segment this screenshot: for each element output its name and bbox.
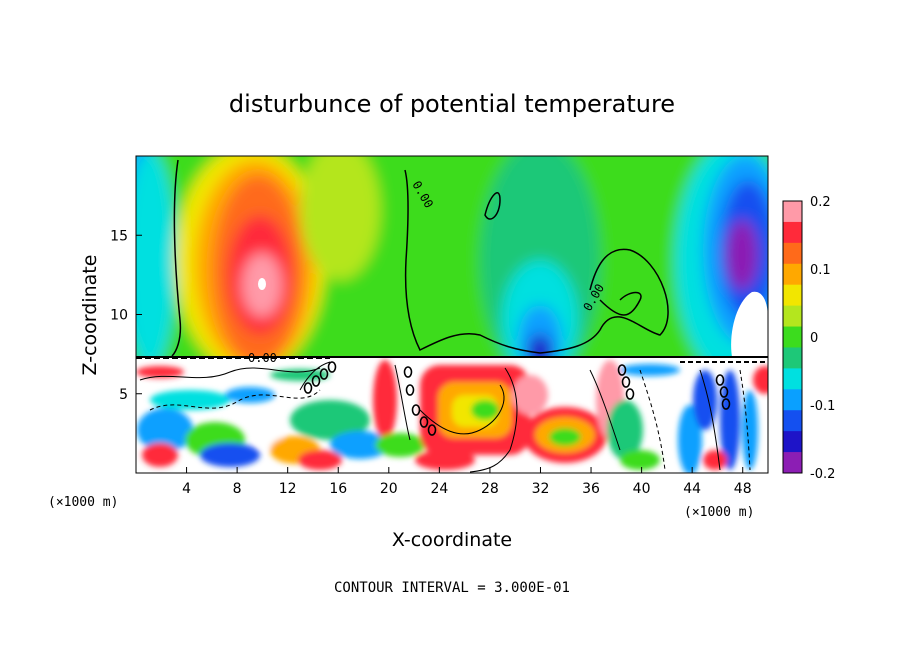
colorbar-tick-label: 0.2 xyxy=(810,195,831,210)
x-unit-right: (×1000 m) xyxy=(684,505,754,520)
colorbar-tick-label: 0.1 xyxy=(810,263,831,278)
x-tick-label: 36 xyxy=(582,481,600,497)
x-axis-ticks: 4 8 12 16 20 24 28 32 36 40 44 48 xyxy=(182,467,752,497)
x-tick-label: 20 xyxy=(380,481,398,497)
colorbar-swatch xyxy=(783,368,802,390)
x-tick-label: 48 xyxy=(734,481,752,497)
colorbar-swatch xyxy=(783,305,802,328)
colorbar-swatch xyxy=(783,201,802,223)
colorbar-ticks: 0.2 0.1 0 -0.1 -0.2 xyxy=(810,195,835,482)
y-tick-label: 15 xyxy=(110,228,128,244)
colorbar-swatch xyxy=(783,326,802,348)
colorbar-swatch xyxy=(783,263,802,286)
colorbar-swatch xyxy=(783,242,802,265)
x-unit-left: (×1000 m) xyxy=(48,495,118,510)
x-tick-label: 28 xyxy=(481,481,499,497)
chart-title: disturbunce of potential temperature xyxy=(229,90,675,118)
colorbar-tick-label: 0 xyxy=(810,331,818,346)
colorbar-swatch xyxy=(783,431,802,453)
x-tick-label: 40 xyxy=(633,481,651,497)
x-tick-label: 44 xyxy=(683,481,701,497)
y-tick-label: 10 xyxy=(110,308,128,324)
plot-area: 0.00 0.00 xyxy=(136,156,768,473)
footer-contour-interval: CONTOUR INTERVAL = 3.000E-01 xyxy=(334,580,570,596)
x-tick-label: 32 xyxy=(532,481,550,497)
colorbar xyxy=(782,200,803,474)
x-tick-label: 24 xyxy=(430,481,448,497)
colorbar-swatch xyxy=(783,452,802,474)
x-tick-label: 16 xyxy=(329,481,347,497)
colorbar-tick-label: -0.2 xyxy=(810,467,835,482)
colorbar-frame xyxy=(782,200,803,474)
x-tick-label: 12 xyxy=(279,481,297,497)
svg-text:0.00: 0.00 xyxy=(248,351,277,365)
x-tick-label: 8 xyxy=(233,481,242,497)
colorbar-swatch xyxy=(783,284,802,307)
x-axis-label: X-coordinate xyxy=(392,529,512,551)
colorbar-swatch xyxy=(783,389,802,411)
colorbar-swatch xyxy=(783,410,802,432)
y-tick-label: 5 xyxy=(119,387,128,403)
y-axis-label: Z-coordinate xyxy=(79,255,101,376)
colorbar-swatch xyxy=(783,347,802,369)
y-axis-ticks: 5 10 15 xyxy=(110,228,142,403)
colorbar-swatch xyxy=(783,221,802,244)
x-tick-label: 4 xyxy=(182,481,191,497)
colorbar-tick-label: -0.1 xyxy=(810,399,835,414)
